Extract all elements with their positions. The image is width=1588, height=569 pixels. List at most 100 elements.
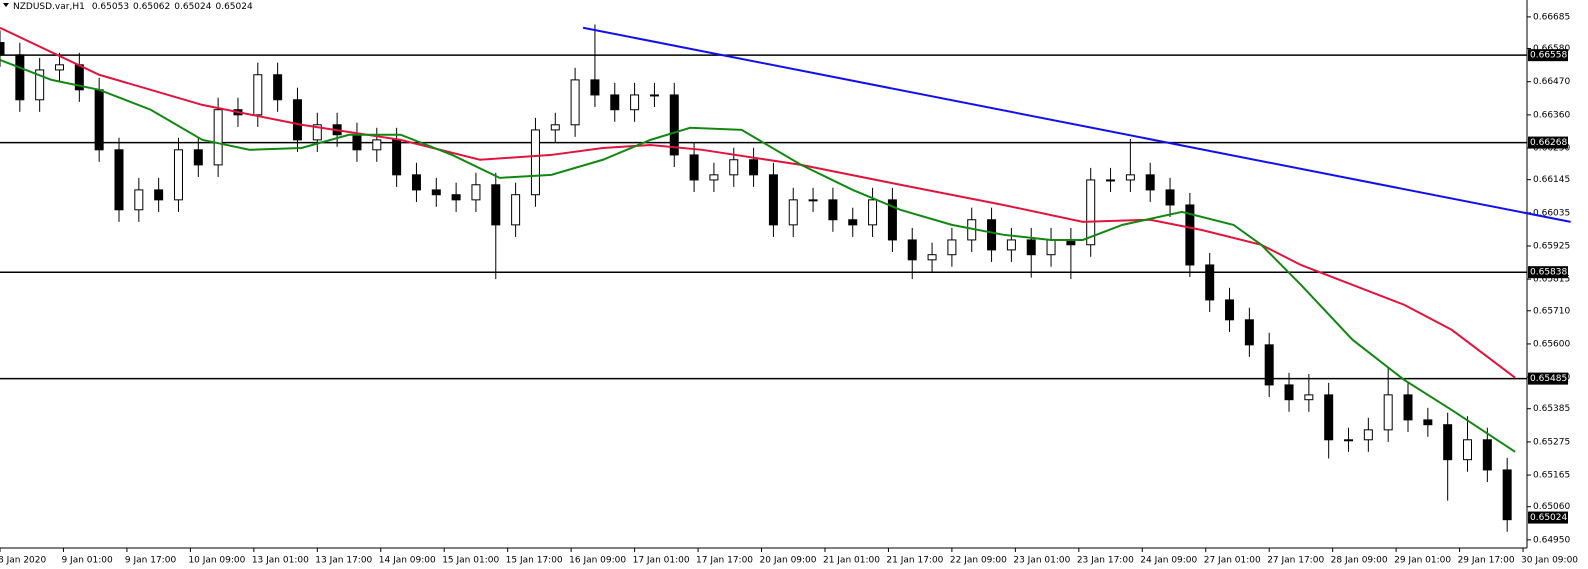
price-box (1528, 136, 1568, 149)
y-tick-label: 0.66470 (1533, 77, 1570, 87)
candle-body (808, 199, 818, 202)
price-box (1528, 511, 1568, 524)
x-tick-label: 21 Jan 17:00 (886, 556, 943, 566)
y-tick-label: 0.65925 (1533, 241, 1570, 251)
price-box-label: 0.65024 (1530, 513, 1567, 523)
candle-body (1482, 439, 1492, 471)
candle-body (649, 94, 659, 97)
candle-body (471, 184, 481, 201)
candle-body (1086, 179, 1096, 246)
x-tick-label: 17 Jan 17:00 (696, 556, 753, 566)
x-tick-label: 23 Jan 17:00 (1077, 556, 1134, 566)
candle-body (114, 149, 124, 211)
candle-body (292, 99, 302, 141)
x-tick-label: 10 Jan 09:00 (188, 556, 245, 566)
candle-body (392, 139, 402, 176)
candle-body (1185, 204, 1195, 266)
candle-body (1145, 174, 1155, 191)
candle-body (35, 69, 45, 101)
x-tick-label: 15 Jan 17:00 (506, 556, 563, 566)
candle-body (154, 189, 164, 201)
candle-body (352, 134, 362, 151)
candle-body (193, 149, 203, 166)
x-tick-label: 22 Jan 09:00 (950, 556, 1007, 566)
candle-body (253, 74, 263, 116)
header-value: 0.65024 (215, 2, 252, 12)
candle-body (273, 74, 283, 101)
x-tick-label: 27 Jan 01:00 (1204, 556, 1261, 566)
candle-body (1026, 239, 1036, 256)
candle-body (1443, 424, 1453, 461)
header-value: 0.65053 (92, 2, 129, 12)
x-tick-label: 27 Jan 17:00 (1267, 556, 1324, 566)
x-tick-label: 9 Jan 01:00 (61, 556, 113, 566)
candle-body (1502, 469, 1512, 521)
y-tick-label: 0.65165 (1533, 471, 1570, 481)
y-tick-label: 0.65815 (1533, 275, 1570, 285)
x-tick-label: 13 Jan 01:00 (252, 556, 309, 566)
x-tick-label: 15 Jan 01:00 (442, 556, 499, 566)
header-value: 0.65062 (133, 2, 170, 12)
x-tick-label: 21 Jan 01:00 (823, 556, 880, 566)
x-tick-label: 23 Jan 01:00 (1013, 556, 1070, 566)
x-tick-label: 9 Jan 17:00 (125, 556, 177, 566)
candle-body (1165, 189, 1175, 206)
candle-body (372, 139, 382, 151)
x-tick-label: 17 Jan 01:00 (633, 556, 690, 566)
price-box (1528, 266, 1568, 279)
candle-body (213, 109, 223, 166)
candle-body (511, 194, 521, 226)
y-tick-label: 0.66035 (1533, 208, 1570, 218)
y-tick-label: 0.66145 (1533, 175, 1570, 185)
candle-body (54, 64, 64, 71)
candle-body (848, 219, 858, 226)
price-box-label: 0.65485 (1530, 374, 1567, 384)
candle-body (1304, 394, 1314, 401)
y-tick-label: 0.65060 (1533, 502, 1570, 512)
candle-body (868, 199, 878, 226)
x-tick-label: 14 Jan 09:00 (379, 556, 436, 566)
candle-body (1205, 264, 1215, 301)
candle-body (1125, 174, 1135, 181)
header: NZDUSD.var,H1 0.65053 0.65062 0.65024 0.6502… (13, 2, 253, 12)
price-box (1528, 372, 1568, 385)
candle-body (1225, 299, 1235, 321)
y-tick-label: 0.66580 (1533, 44, 1570, 54)
candle-body (610, 94, 620, 111)
candle-body (1046, 239, 1056, 256)
candle-body (1264, 344, 1274, 386)
candle-body (947, 239, 957, 256)
candle-body (828, 199, 838, 221)
y-tick-label: 0.65710 (1533, 306, 1570, 316)
y-tick-label: 0.65385 (1533, 404, 1570, 414)
candle-body (689, 154, 699, 181)
candle-body (94, 89, 104, 151)
x-tick-label: 8 Jan 2020 (0, 556, 46, 566)
price-box (1528, 49, 1568, 62)
candle-body (1106, 179, 1116, 182)
candle-body (550, 124, 560, 131)
trendline (582, 26, 1571, 223)
price-box-label: 0.66558 (1530, 51, 1567, 61)
price-box-label: 0.65838 (1530, 268, 1567, 278)
candle-body (1344, 439, 1354, 442)
candle-body (1403, 394, 1413, 421)
x-tick-label: 29 Jan 17:00 (1458, 556, 1515, 566)
candle-body (887, 199, 897, 241)
x-tick-label: 29 Jan 01:00 (1394, 556, 1451, 566)
y-tick-label: 0.65275 (1533, 437, 1570, 447)
candle-body (669, 94, 679, 156)
candle-body (451, 194, 461, 201)
x-tick-label: 20 Jan 09:00 (760, 556, 817, 566)
y-tick-label: 0.64950 (1533, 535, 1570, 545)
x-tick-label: 24 Jan 09:00 (1140, 556, 1197, 566)
candle-body (1006, 239, 1016, 251)
candle-body (749, 159, 759, 176)
candle-body (768, 174, 778, 226)
candle-body (1383, 394, 1393, 431)
x-tick-label: 13 Jan 17:00 (315, 556, 372, 566)
candle-body (907, 239, 917, 261)
candle-body (1284, 384, 1294, 401)
